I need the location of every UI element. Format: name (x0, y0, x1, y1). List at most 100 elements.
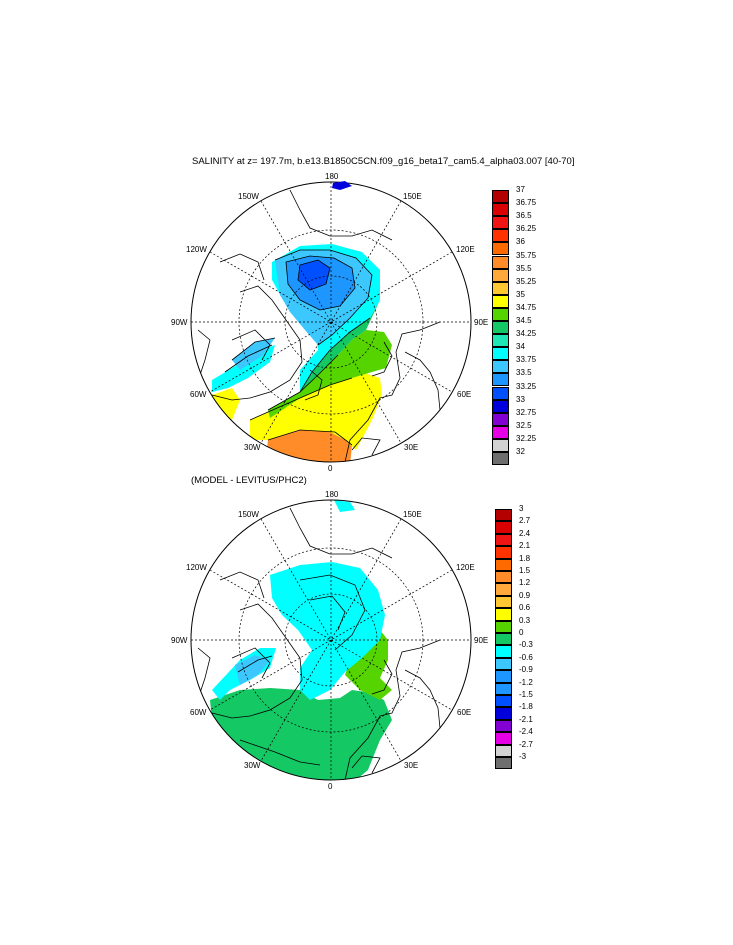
graticule (191, 182, 471, 462)
difference-colorbar-swatch (495, 521, 512, 534)
lon-label-180-b: 180 (325, 490, 339, 499)
difference-colorbar-swatch (495, 633, 512, 646)
lon-label-60w-b: 60W (190, 708, 207, 717)
salinity-colorbar-label: 32.5 (516, 420, 532, 430)
difference-colorbar-label: -2.7 (519, 739, 533, 749)
lon-label-30e: 30E (404, 443, 419, 452)
salinity-colorbar-swatch (492, 203, 509, 217)
map-boundary-2 (190, 499, 472, 781)
salinity-colorbar-swatch (492, 321, 509, 335)
difference-colorbar-label: -3 (519, 752, 527, 761)
coastlines-2 (197, 507, 441, 780)
lon-label-30w: 30W (244, 443, 261, 452)
lon-label-60e: 60E (457, 390, 472, 399)
salinity-colorbar-swatch (492, 294, 509, 308)
salinity-colorbar-swatch (492, 438, 509, 452)
salinity-colorbar-swatch (492, 347, 509, 361)
lon-label-90w-b: 90W (171, 636, 188, 645)
difference-colorbar-label: 0.6 (519, 603, 531, 613)
difference-colorbar-swatch (495, 558, 512, 571)
difference-colorbar-swatch (495, 583, 512, 596)
salinity-colorbar-swatch (492, 412, 509, 426)
difference-field (210, 500, 392, 780)
salinity-colorbar-label: 35 (516, 289, 525, 299)
difference-colorbar-label: 0 (519, 628, 524, 637)
difference-colorbar-swatch (495, 571, 512, 584)
salinity-colorbar-label: 34.75 (516, 302, 537, 312)
lon-label-90w: 90W (171, 318, 188, 327)
difference-colorbar-swatch (495, 620, 512, 633)
salinity-colorbar-label: 34 (516, 342, 525, 352)
field-blue (286, 256, 355, 310)
salinity-colorbar-label: 37 (516, 185, 525, 194)
salinity-colorbar-label: 33.5 (516, 368, 532, 378)
diff-green-north (345, 600, 392, 700)
lon-label-0-b: 0 (328, 782, 333, 791)
difference-title: (MODEL - LEVITUS/PHC2) (191, 475, 307, 486)
lon-label-30w-b: 30W (244, 761, 261, 770)
difference-colorbar-swatch (495, 707, 512, 720)
difference-colorbar-swatch (495, 645, 512, 658)
graticule-2 (191, 500, 471, 780)
difference-colorbar-label: -0.3 (519, 640, 533, 650)
field-green (268, 330, 392, 418)
lon-label-60e-b: 60E (457, 708, 472, 717)
difference-colorbar-swatch (495, 595, 512, 609)
difference-colorbar-swatch (495, 732, 512, 745)
salinity-colorbar-swatch (492, 425, 509, 439)
lon-label-150w: 150W (238, 192, 259, 201)
field-lightblue (275, 250, 372, 345)
difference-colorbar-swatch (495, 509, 512, 522)
difference-colorbar-swatch (495, 608, 512, 621)
difference-colorbar-label: -2.4 (519, 727, 533, 737)
field-darkblue (298, 260, 330, 290)
salinity-colorbar-label: 32.75 (516, 407, 537, 417)
diff-green-south (210, 688, 392, 780)
salinity-colorbar-label: 32.25 (516, 433, 537, 443)
salinity-colorbar-swatch (492, 216, 509, 230)
salinity-colorbar-swatch (492, 229, 509, 243)
salinity-field (212, 244, 392, 462)
salinity-colorbar-swatch (492, 268, 509, 282)
difference-colorbar-label: 1.5 (519, 566, 531, 575)
salinity-colorbar-label: 35.75 (516, 250, 537, 260)
difference-colorbar-label: 2.7 (519, 516, 531, 526)
field-lightblue-west (232, 338, 275, 370)
lon-label-0: 0 (328, 464, 333, 473)
lon-label-90e-b: 90E (474, 636, 489, 645)
map-boundary (190, 181, 472, 463)
coastlines (197, 189, 441, 462)
difference-colorbar-label: 2.4 (519, 528, 531, 538)
field-blue-patch (332, 181, 352, 190)
difference-colorbar-swatch (495, 546, 512, 559)
difference-colorbar-label: -1.5 (519, 690, 533, 699)
salinity-colorbar-swatch (492, 334, 509, 348)
difference-colorbar-swatch (495, 719, 512, 733)
salinity-colorbar-swatch (492, 242, 509, 256)
field-yellow-west (212, 388, 240, 420)
salinity-colorbar-label: 36.25 (516, 224, 537, 234)
lon-label-30e-b: 30E (404, 761, 419, 770)
salinity-colorbar-swatch (492, 307, 509, 321)
difference-colorbar-label: 1.2 (519, 578, 531, 588)
salinity-colorbar-swatch (492, 452, 509, 466)
lon-label-180: 180 (325, 172, 339, 181)
field-cyan (272, 244, 380, 392)
difference-colorbar-label: -2.1 (519, 714, 533, 724)
salinity-colorbar-label: 33.25 (516, 381, 537, 391)
field-teal (300, 300, 380, 392)
lon-label-90e: 90E (474, 318, 489, 327)
salinity-colorbar-swatch (492, 255, 509, 269)
salinity-colorbar-label: 33.75 (516, 355, 537, 365)
difference-colorbar-label: -0.6 (519, 652, 533, 662)
salinity-colorbar-label: 36.75 (516, 198, 537, 208)
difference-colorbar-swatch (495, 657, 512, 671)
salinity-colorbar-label: 34.25 (516, 329, 537, 339)
difference-colorbar-swatch (495, 670, 512, 683)
lon-label-120w-b: 120W (186, 563, 207, 572)
lon-label-150e: 150E (403, 192, 422, 201)
salinity-colorbar-label: 35.5 (516, 263, 532, 273)
field-yellow (250, 372, 382, 450)
